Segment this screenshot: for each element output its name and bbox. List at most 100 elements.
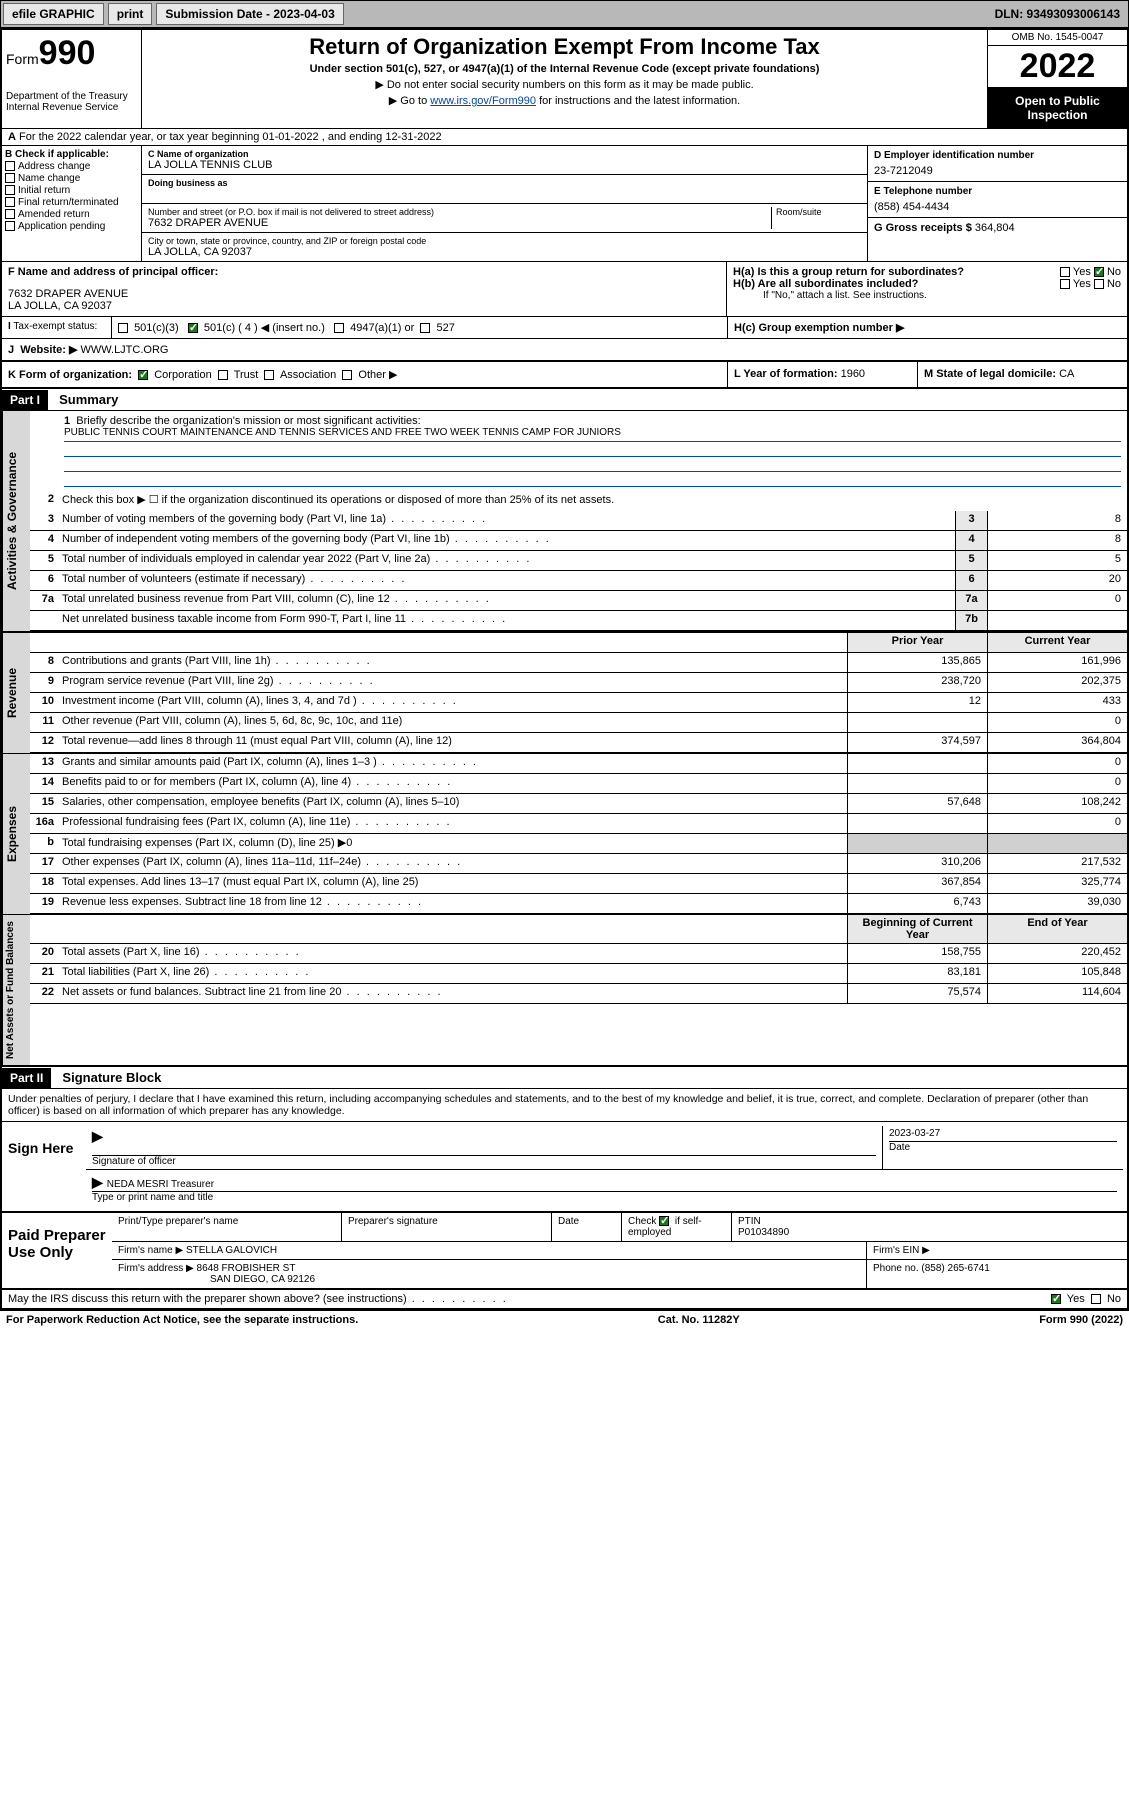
name-title-label: Type or print name and title — [92, 1191, 1117, 1203]
instruction-2: ▶ Go to www.irs.gov/Form990 for instruct… — [150, 94, 979, 107]
omb-number: OMB No. 1545-0047 — [988, 30, 1127, 46]
ein-label: D Employer identification number — [874, 150, 1121, 161]
m-label: M State of legal domicile: — [924, 368, 1056, 380]
chk-application-pending[interactable] — [5, 221, 15, 231]
chk-name-change[interactable] — [5, 173, 15, 183]
line12-curr: 364,804 — [987, 733, 1127, 752]
line11: Other revenue (Part VIII, column (A), li… — [58, 713, 847, 732]
firm-addr-label: Firm's address ▶ — [118, 1263, 194, 1274]
hb-no[interactable] — [1094, 279, 1104, 289]
line15-prior: 57,648 — [847, 794, 987, 813]
chk-4947[interactable] — [334, 323, 344, 333]
addr-label: Number and street (or P.O. box if mail i… — [148, 207, 771, 217]
chk-amended[interactable] — [5, 209, 15, 219]
line13-curr: 0 — [987, 754, 1127, 773]
chk-corp[interactable] — [138, 370, 148, 380]
irs-label: Internal Revenue Service — [6, 102, 137, 113]
line17-curr: 217,532 — [987, 854, 1127, 873]
m-value: CA — [1059, 368, 1074, 380]
firm-ein-label: Firm's EIN ▶ — [867, 1242, 1127, 1259]
chk-501c3[interactable] — [118, 323, 128, 333]
chk-self-employed[interactable] — [659, 1216, 669, 1226]
dba-label: Doing business as — [148, 178, 861, 188]
side-revenue: Revenue — [2, 633, 30, 753]
line16a-curr: 0 — [987, 814, 1127, 833]
line13: Grants and similar amounts paid (Part IX… — [58, 754, 847, 773]
line22-eoy: 114,604 — [987, 984, 1127, 1003]
side-netassets: Net Assets or Fund Balances — [2, 915, 30, 1065]
line8-curr: 161,996 — [987, 653, 1127, 672]
l-label: L Year of formation: — [734, 368, 838, 380]
line13-prior — [847, 754, 987, 773]
room-suite-label: Room/suite — [771, 207, 861, 229]
org-name: LA JOLLA TENNIS CLUB — [148, 159, 861, 171]
line21-eoy: 105,848 — [987, 964, 1127, 983]
name-label: C Name of organization — [148, 149, 861, 159]
line22-boy: 75,574 — [847, 984, 987, 1003]
phone-value: (858) 454-4434 — [874, 201, 1121, 213]
line18-prior: 367,854 — [847, 874, 987, 893]
line12-prior: 374,597 — [847, 733, 987, 752]
firm-phone: (858) 265-6741 — [921, 1263, 989, 1274]
line6-val: 20 — [987, 571, 1127, 590]
col-prior: Prior Year — [847, 633, 987, 652]
line8: Contributions and grants (Part VIII, lin… — [58, 653, 847, 672]
line-a: A For the 2022 calendar year, or tax yea… — [2, 129, 1127, 146]
line10: Investment income (Part VIII, column (A)… — [58, 693, 847, 712]
ha-yes[interactable] — [1060, 267, 1070, 277]
chk-527[interactable] — [420, 323, 430, 333]
line14: Benefits paid to or for members (Part IX… — [58, 774, 847, 793]
line9-prior: 238,720 — [847, 673, 987, 692]
form-subtitle: Under section 501(c), 527, or 4947(a)(1)… — [150, 63, 979, 75]
ha-no[interactable] — [1094, 267, 1104, 277]
firm-addr1: 8648 FROBISHER ST — [197, 1263, 296, 1274]
line7b: Net unrelated business taxable income fr… — [58, 611, 955, 630]
line14-curr: 0 — [987, 774, 1127, 793]
form-footer: Form 990 (2022) — [1039, 1314, 1123, 1326]
ein-value: 23-7212049 — [874, 165, 1121, 177]
sig-officer-label: Signature of officer — [92, 1155, 876, 1167]
efile-button[interactable]: efile GRAPHIC — [3, 3, 104, 25]
street-address: 7632 DRAPER AVENUE — [148, 217, 771, 229]
chk-address-change[interactable] — [5, 161, 15, 171]
prep-date-hdr: Date — [552, 1213, 622, 1241]
paid-preparer-label: Paid Preparer Use Only — [2, 1213, 112, 1288]
city-label: City or town, state or province, country… — [148, 236, 861, 246]
col-current: Current Year — [987, 633, 1127, 652]
chk-trust[interactable] — [218, 370, 228, 380]
side-expenses: Expenses — [2, 754, 30, 914]
k-label: K Form of organization: — [8, 369, 132, 381]
officer-label: F Name and address of principal officer: — [8, 266, 218, 278]
submission-date: Submission Date - 2023-04-03 — [156, 3, 343, 25]
side-governance: Activities & Governance — [2, 411, 30, 631]
part1-title: Summary — [51, 389, 126, 410]
part2-title: Signature Block — [54, 1067, 169, 1088]
line4-val: 8 — [987, 531, 1127, 550]
line18: Total expenses. Add lines 13–17 (must eq… — [58, 874, 847, 893]
form-title: Return of Organization Exempt From Incom… — [150, 34, 979, 60]
line11-prior — [847, 713, 987, 732]
ptin-label: PTIN — [738, 1216, 761, 1227]
chk-501c[interactable] — [188, 323, 198, 333]
line16b: Total fundraising expenses (Part IX, col… — [58, 834, 847, 853]
dept-treasury: Department of the Treasury — [6, 91, 137, 102]
line11-curr: 0 — [987, 713, 1127, 732]
print-button[interactable]: print — [108, 3, 153, 25]
line10-curr: 433 — [987, 693, 1127, 712]
tax-status-label: Tax-exempt status: — [13, 321, 97, 332]
l-value: 1960 — [841, 368, 865, 380]
chk-final-return[interactable] — [5, 197, 15, 207]
sig-date-label: Date — [889, 1141, 1117, 1153]
open-inspection: Open to Public Inspection — [988, 88, 1127, 128]
discuss-yes[interactable] — [1051, 1294, 1061, 1304]
irs-link[interactable]: www.irs.gov/Form990 — [430, 95, 536, 107]
chk-assoc[interactable] — [264, 370, 274, 380]
hb-yes[interactable] — [1060, 279, 1070, 289]
line6: Total number of volunteers (estimate if … — [58, 571, 955, 590]
discuss-text: May the IRS discuss this return with the… — [8, 1293, 508, 1305]
chk-initial-return[interactable] — [5, 185, 15, 195]
discuss-no[interactable] — [1091, 1294, 1101, 1304]
chk-other[interactable] — [342, 370, 352, 380]
line16a: Professional fundraising fees (Part IX, … — [58, 814, 847, 833]
line19: Revenue less expenses. Subtract line 18 … — [58, 894, 847, 913]
